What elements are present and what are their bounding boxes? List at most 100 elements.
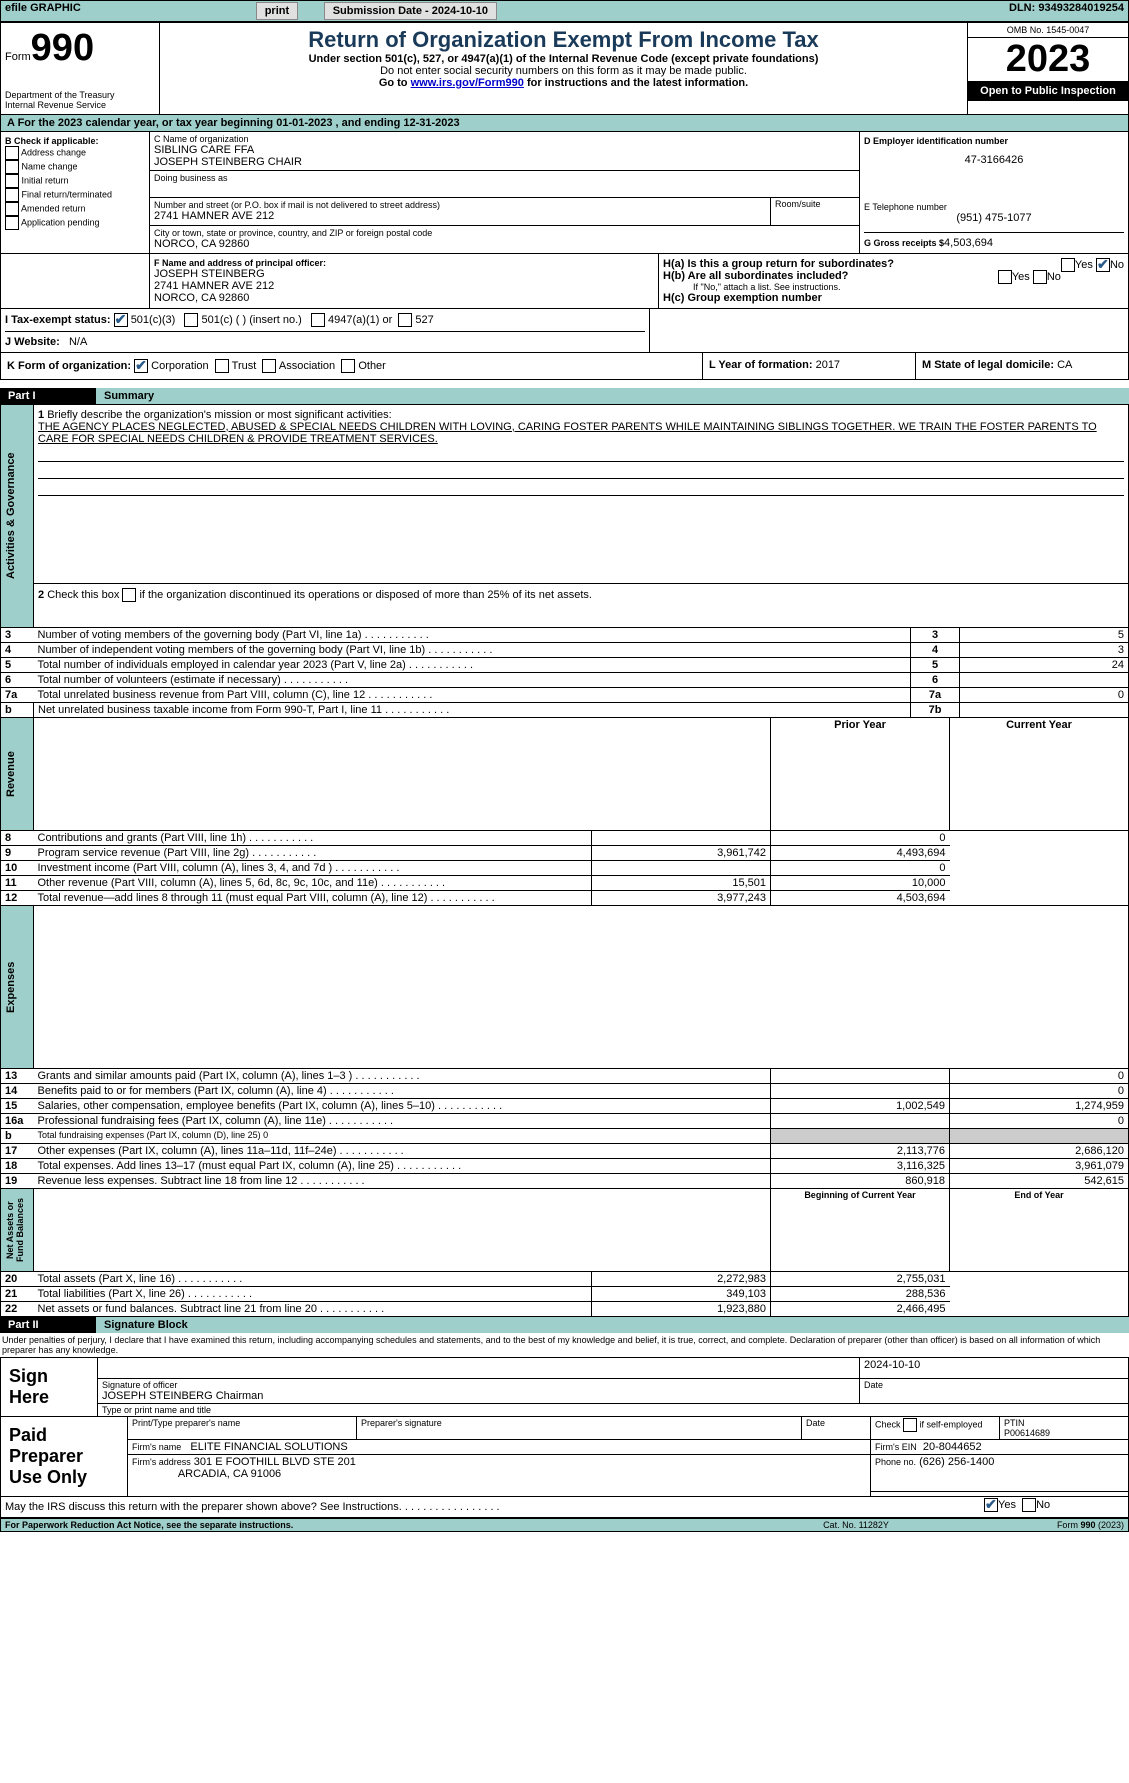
org-name-1: SIBLING CARE FFA bbox=[154, 144, 855, 156]
type-name-label: Type or print name and title bbox=[98, 1403, 1129, 1416]
line1-text: THE AGENCY PLACES NEGLECTED, ABUSED & SP… bbox=[38, 421, 1097, 445]
sig-date-label: Date bbox=[860, 1378, 1129, 1403]
ein-label: D Employer identification number bbox=[864, 136, 1124, 146]
boxb-checkbox[interactable] bbox=[5, 146, 19, 160]
4947-checkbox[interactable] bbox=[311, 313, 325, 327]
form-number: 990 bbox=[31, 27, 94, 69]
preparer-block: Paid Preparer Use Only Print/Type prepar… bbox=[0, 1417, 1129, 1497]
officer-city: NORCO, CA 92860 bbox=[154, 292, 654, 304]
ssn-warning: Do not enter social security numbers on … bbox=[164, 65, 963, 77]
boxb-checkbox[interactable] bbox=[5, 202, 19, 216]
hc-label: H(c) Group exemption number bbox=[663, 292, 822, 304]
dba-label: Doing business as bbox=[154, 173, 855, 183]
501c-checkbox[interactable] bbox=[184, 313, 198, 327]
part2-title: Signature Block bbox=[96, 1317, 1129, 1333]
prep-name-label: Print/Type preparer's name bbox=[128, 1417, 357, 1440]
tax-year: 2023 bbox=[968, 38, 1128, 81]
city-value: NORCO, CA 92860 bbox=[154, 238, 855, 250]
officer-sig-name: JOSEPH STEINBERG Chairman bbox=[102, 1390, 855, 1402]
goto-link[interactable]: www.irs.gov/Form990 bbox=[411, 77, 524, 89]
phone-label: E Telephone number bbox=[864, 202, 1124, 212]
sidebar-na: Net Assets or Fund Balances bbox=[5, 1190, 25, 1270]
hb-yes-checkbox[interactable] bbox=[998, 270, 1012, 284]
org-name-2: JOSEPH STEINBERG CHAIR bbox=[154, 156, 855, 168]
omb-number: OMB No. 1545-0047 bbox=[968, 23, 1128, 38]
print-button[interactable]: print bbox=[256, 2, 298, 20]
trust-checkbox[interactable] bbox=[215, 359, 229, 373]
ein-value: 47-3166426 bbox=[864, 146, 1124, 166]
501c3-checkbox[interactable] bbox=[114, 313, 128, 327]
paid-prep-label: Paid Preparer Use Only bbox=[1, 1417, 128, 1497]
line2-checkbox[interactable] bbox=[122, 588, 136, 602]
sidebar-rev: Revenue bbox=[5, 719, 17, 829]
begin-year-label: Beginning of Current Year bbox=[771, 1189, 950, 1272]
self-employed: Check if self-employed bbox=[871, 1417, 1000, 1440]
boxb-checkbox[interactable] bbox=[5, 160, 19, 174]
officer-label: F Name and address of principal officer: bbox=[154, 258, 654, 268]
self-employed-checkbox[interactable] bbox=[903, 1418, 917, 1432]
perjury-text: Under penalties of perjury, I declare th… bbox=[0, 1333, 1129, 1357]
hb-no-checkbox[interactable] bbox=[1033, 270, 1047, 284]
entity-block: B Check if applicable: Address change Na… bbox=[0, 131, 1129, 254]
ha-yes-checkbox[interactable] bbox=[1061, 258, 1075, 272]
efile-label: efile GRAPHIC bbox=[1, 1, 252, 22]
part1-title: Summary bbox=[96, 388, 1129, 404]
form-label: Form bbox=[5, 51, 31, 63]
other-checkbox[interactable] bbox=[341, 359, 355, 373]
prep-sig-label: Preparer's signature bbox=[357, 1417, 802, 1440]
goto-prefix: Go to bbox=[379, 77, 411, 89]
ptin-value: P00614689 bbox=[1004, 1428, 1050, 1438]
corp-checkbox[interactable] bbox=[134, 359, 148, 373]
assoc-checkbox[interactable] bbox=[262, 359, 276, 373]
hb-label: H(b) Are all subordinates included? bbox=[663, 270, 848, 282]
tax-period: A For the 2023 calendar year, or tax yea… bbox=[0, 115, 1129, 131]
527-checkbox[interactable] bbox=[398, 313, 412, 327]
street-value: 2741 HAMNER AVE 212 bbox=[154, 210, 766, 222]
box-b-label: B Check if applicable: bbox=[5, 136, 145, 146]
line2-label: Check this box if the organization disco… bbox=[47, 589, 592, 601]
prep-phone: (626) 256-1400 bbox=[919, 1456, 994, 1468]
cat-no: Cat. No. 11282Y bbox=[752, 1518, 960, 1531]
form-subtitle: Under section 501(c), 527, or 4947(a)(1)… bbox=[164, 53, 963, 65]
officer-street: 2741 HAMNER AVE 212 bbox=[154, 280, 654, 292]
sign-here-label: Sign Here bbox=[1, 1357, 98, 1416]
tax-status-label: I Tax-exempt status: bbox=[5, 313, 111, 325]
open-inspection: Open to Public Inspection bbox=[968, 81, 1128, 101]
street-label: Number and street (or P.O. box if mail i… bbox=[154, 200, 766, 210]
firm-addr-label: Firm's address bbox=[132, 1457, 191, 1467]
signature-block: Sign Here 2024-10-10 Signature of office… bbox=[0, 1357, 1129, 1417]
ha-label: H(a) Is this a group return for subordin… bbox=[663, 258, 894, 270]
domicile: CA bbox=[1057, 359, 1072, 371]
submission-date: Submission Date - 2024-10-10 bbox=[324, 2, 497, 20]
firm-addr2: ARCADIA, CA 91006 bbox=[178, 1468, 281, 1480]
paperwork-notice: For Paperwork Reduction Act Notice, see … bbox=[1, 1518, 753, 1531]
room-label: Room/suite bbox=[771, 198, 860, 226]
officer-group-block: F Name and address of principal officer:… bbox=[0, 254, 1129, 309]
boxb-checkbox[interactable] bbox=[5, 216, 19, 230]
line1-label: Briefly describe the organization's miss… bbox=[47, 409, 391, 421]
boxb-checkbox[interactable] bbox=[5, 188, 19, 202]
dept-label: Department of the Treasury Internal Reve… bbox=[5, 90, 155, 110]
year-formation-label: L Year of formation: bbox=[709, 359, 813, 371]
part1-header: Part I bbox=[0, 388, 96, 404]
ptin-label: PTIN bbox=[1004, 1418, 1025, 1428]
prior-year-label: Prior Year bbox=[771, 718, 950, 831]
discuss-yes-checkbox[interactable] bbox=[984, 1498, 998, 1512]
org-name-label: C Name of organization bbox=[154, 134, 855, 144]
boxb-checkbox[interactable] bbox=[5, 174, 19, 188]
part1-table: Activities & Governance 1 Briefly descri… bbox=[0, 404, 1129, 718]
year-formation: 2017 bbox=[816, 359, 840, 371]
prep-phone-label: Phone no. bbox=[875, 1457, 916, 1467]
firm-ein-label: Firm's EIN bbox=[875, 1442, 917, 1452]
part2-header: Part II bbox=[0, 1317, 96, 1333]
goto-suffix: for instructions and the latest informat… bbox=[524, 77, 748, 89]
sig-officer-label: Signature of officer bbox=[102, 1380, 855, 1390]
phone-value: (951) 475-1077 bbox=[864, 212, 1124, 224]
current-year-label: Current Year bbox=[950, 718, 1129, 831]
end-year-label: End of Year bbox=[950, 1189, 1129, 1272]
firm-ein: 20-8044652 bbox=[923, 1441, 982, 1453]
ha-no-checkbox[interactable] bbox=[1096, 258, 1110, 272]
officer-name: JOSEPH STEINBERG bbox=[154, 268, 654, 280]
sidebar-ag: Activities & Governance bbox=[5, 406, 17, 626]
discuss-no-checkbox[interactable] bbox=[1022, 1498, 1036, 1512]
